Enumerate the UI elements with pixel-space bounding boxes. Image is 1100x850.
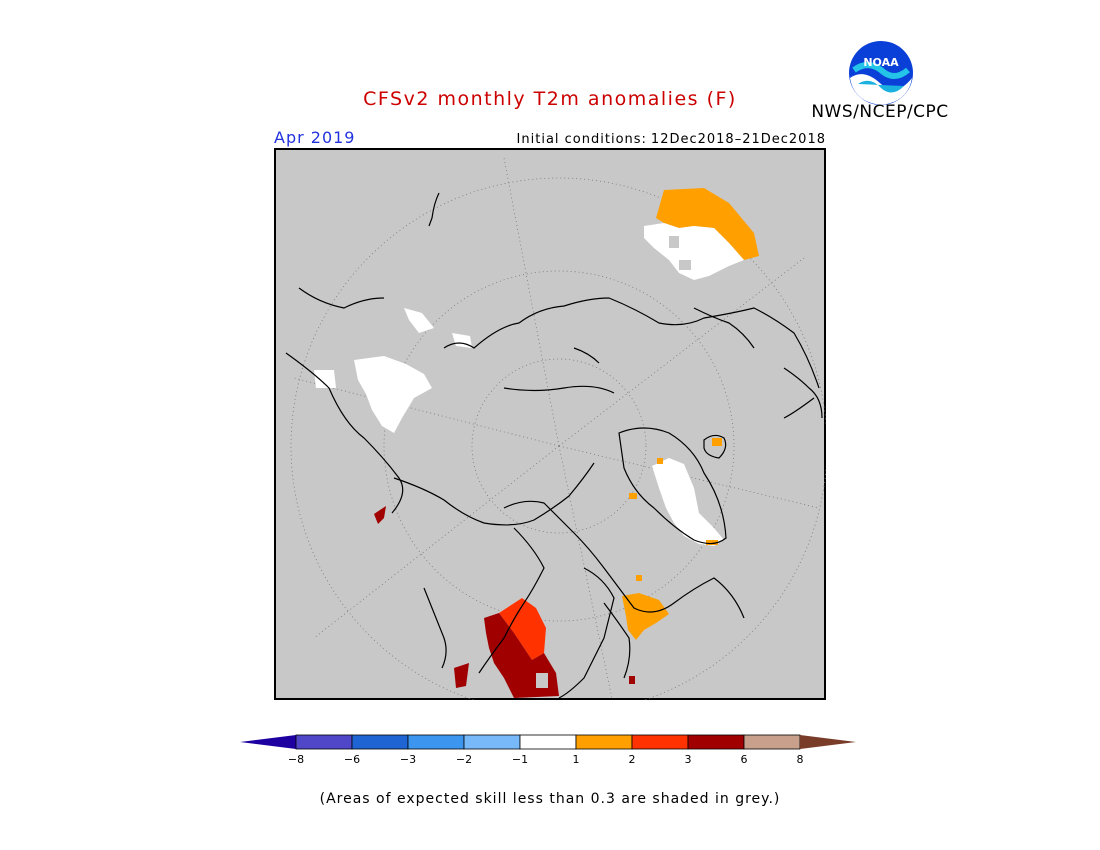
colorbar-tick-label: 2	[629, 753, 636, 766]
initial-conditions-value: 12Dec2018–21Dec2018	[650, 132, 826, 147]
colorbar-box	[631, 734, 689, 750]
map-title: CFSv2 monthly T2m anomalies (F)	[363, 88, 737, 110]
anomaly-canada-white	[354, 356, 432, 433]
colorbar-tick-label: 3	[685, 753, 692, 766]
colorbar-box	[295, 734, 353, 750]
colorbar-tick-label: −6	[344, 753, 360, 766]
colorbar-tick-label: 1	[573, 753, 580, 766]
colorbar-box	[351, 734, 409, 750]
colorbar-box	[575, 734, 633, 750]
noaa-logo-icon: NOAA	[848, 40, 914, 106]
anomaly-shading	[314, 188, 759, 698]
colorbar-tick-label: 6	[741, 753, 748, 766]
colorbar-box	[519, 734, 577, 750]
anomaly-pacific-darkred	[374, 506, 386, 524]
organization-label: NWS/NCEP/CPC	[811, 102, 949, 122]
colorbar-tick-label: −2	[456, 753, 472, 766]
colorbar-tick-label: 8	[797, 753, 804, 766]
initial-conditions: Initial conditions: 12Dec2018–21Dec2018	[517, 132, 826, 147]
colorbar-tick-label: −1	[512, 753, 528, 766]
anomaly-iceland	[712, 438, 722, 446]
colorbar-box	[743, 734, 801, 750]
colorbar-tick-label: −8	[288, 753, 304, 766]
colorbar-arrow-low	[240, 735, 296, 749]
colorbar-box	[687, 734, 745, 750]
coastlines	[285, 192, 823, 699]
anomaly-greenland-white	[652, 458, 724, 546]
colorbar-tick-label: −3	[400, 753, 416, 766]
skill-footnote: (Areas of expected skill less than 0.3 a…	[319, 791, 781, 807]
noaa-logo-text: NOAA	[863, 56, 899, 69]
colorbar-box	[463, 734, 521, 750]
anomaly-southwest-red	[499, 598, 546, 660]
anomaly-hudson-warm	[622, 593, 669, 640]
colorbar: −8 −6 −3 −2 −1 1 2 3 6 8	[238, 730, 862, 770]
forecast-period: Apr 2019	[274, 128, 356, 147]
colorbar-box	[407, 734, 465, 750]
colorbar-arrow-high	[800, 735, 856, 749]
anomaly-siberia-warm	[656, 188, 759, 260]
initial-conditions-label: Initial conditions:	[516, 132, 647, 147]
anomaly-map	[274, 148, 828, 715]
